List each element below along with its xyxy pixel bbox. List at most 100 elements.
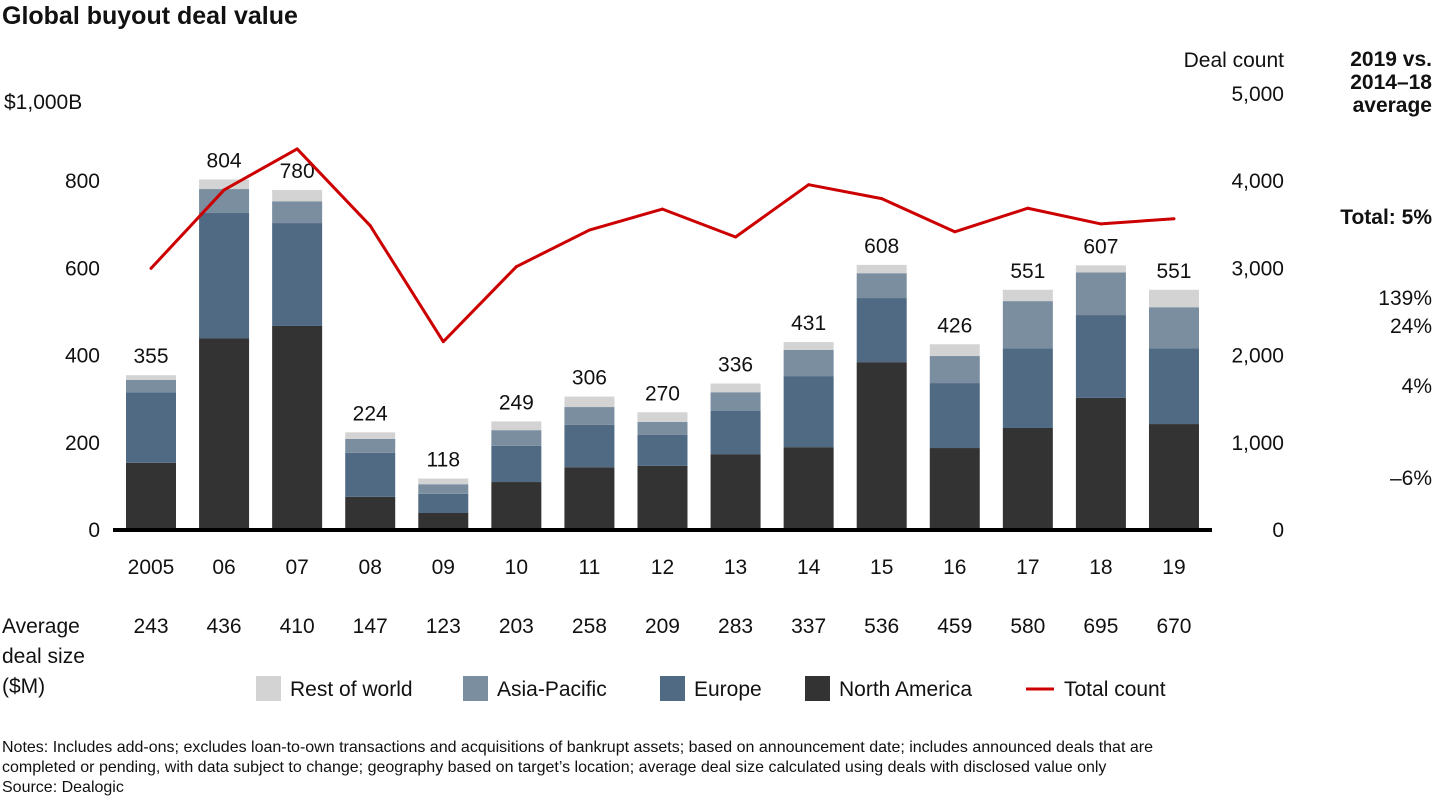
x-tick-label: 2005: [128, 556, 175, 579]
legend-swatch: [660, 676, 685, 701]
bar-segment-asia-pacific: [637, 421, 688, 435]
notes: Notes: Includes add-ons; excludes loan-t…: [2, 738, 1440, 798]
x-tick-label: 18: [1089, 556, 1112, 579]
avg-deal-size-value: 209: [645, 615, 680, 638]
legend-label: North America: [839, 678, 972, 701]
x-tick-label: 09: [432, 556, 455, 579]
bar-segment-asia-pacific: [345, 438, 396, 453]
right-axis-label: Deal count: [1184, 49, 1285, 72]
bar-segment-europe: [199, 213, 250, 339]
bar-segment-asia-pacific: [856, 273, 907, 299]
total-count-point: [441, 340, 445, 344]
x-tick-label: 12: [651, 556, 674, 579]
bar-segment-europe: [856, 298, 907, 363]
bar-total-label: 551: [1156, 260, 1191, 283]
bar-segment-asia-pacific: [710, 392, 761, 411]
bar-segment-asia-pacific: [126, 380, 176, 393]
bar-total-label: 336: [718, 354, 753, 377]
bar-segment-europe: [710, 410, 761, 455]
avg-deal-size-value: 258: [572, 615, 607, 638]
bar-total-label: 426: [937, 314, 972, 337]
x-tick-label: 11: [579, 556, 601, 579]
bar-segment-europe: [929, 383, 980, 449]
bar-segment-europe: [126, 392, 176, 463]
legend-label: Asia-Pacific: [497, 678, 607, 701]
bar-segment-europe: [1148, 348, 1199, 425]
right-axis-tick-label: 1,000: [1231, 432, 1284, 455]
bar-segment-rest-of-world: [637, 412, 688, 422]
comparison-heading-line: 2019 vs.: [1350, 48, 1432, 71]
bar-total-label: 431: [791, 312, 826, 335]
bar-segment-asia-pacific: [564, 407, 615, 425]
avg-deal-size-value: 670: [1156, 615, 1191, 638]
bar-segment-asia-pacific: [783, 349, 834, 377]
comparison-europe: 4%: [1401, 375, 1432, 398]
bar-segment-rest-of-world: [929, 344, 980, 357]
bar-segment-rest-of-world: [856, 264, 907, 274]
bar-segment-rest-of-world: [1148, 289, 1199, 308]
bar-segment-north-america: [637, 465, 688, 530]
comparison-heading: 2019 vs. 2014–18 average: [1350, 48, 1432, 117]
total-count-point: [514, 265, 518, 269]
bar-segment-rest-of-world: [1002, 289, 1053, 302]
bar-segment-north-america: [418, 512, 469, 530]
bar-segment-asia-pacific: [491, 430, 542, 446]
bar-segment-rest-of-world: [126, 375, 176, 381]
x-tick-label: 13: [724, 556, 747, 579]
legend-label: Rest of world: [290, 678, 413, 701]
total-count-point: [222, 188, 226, 192]
x-tick-label: 10: [505, 556, 528, 579]
total-count-point: [1099, 222, 1103, 226]
bar-segment-rest-of-world: [491, 421, 542, 431]
right-axis-tick-label: 2,000: [1231, 345, 1284, 368]
bar-total-label: 249: [499, 391, 534, 414]
bar-segment-asia-pacific: [418, 484, 469, 494]
comparison-total: Total: 5%: [1340, 206, 1432, 229]
avg-deal-size-value: 337: [791, 615, 826, 638]
bar-segment-north-america: [564, 467, 615, 530]
legend-label: Europe: [694, 678, 762, 701]
x-tick-label: 08: [359, 556, 382, 579]
left-axis-tick-label: 200: [65, 432, 100, 455]
bar-total-label: 224: [353, 402, 388, 425]
bar-segment-asia-pacific: [1148, 307, 1199, 349]
right-axis-tick-label: 4,000: [1231, 170, 1284, 193]
left-axis-label: $1,000B: [4, 91, 82, 114]
bar-segment-europe: [491, 445, 542, 483]
bar-segment-rest-of-world: [1075, 265, 1126, 273]
avg-deal-size-value: 695: [1083, 615, 1118, 638]
bar-segment-europe: [637, 434, 688, 466]
bar-segment-europe: [783, 376, 834, 448]
bar-total-label: 355: [133, 345, 168, 368]
bar-segment-north-america: [199, 338, 250, 530]
x-tick-label: 15: [870, 556, 893, 579]
bar-segment-north-america: [710, 454, 761, 530]
right-axis-tick-label: 0: [1272, 519, 1284, 542]
bar-segment-asia-pacific: [929, 356, 980, 384]
chart-title: Global buyout deal value: [2, 2, 298, 30]
bar-segment-north-america: [783, 447, 834, 530]
legend-swatch: [463, 676, 488, 701]
source: Source: Dealogic: [2, 779, 124, 796]
bar-total-label: 607: [1083, 235, 1118, 258]
bar-segment-rest-of-world: [199, 179, 250, 190]
bar-segment-europe: [1002, 348, 1053, 428]
bar-segment-north-america: [491, 482, 542, 530]
comparison-rest-of-world: 139%: [1378, 287, 1432, 310]
total-count-point: [1172, 217, 1176, 221]
bar-total-label: 804: [207, 149, 242, 172]
avg-deal-size-value: 203: [499, 615, 534, 638]
avg-deal-size-value: 123: [426, 615, 461, 638]
bar-segment-asia-pacific: [272, 201, 323, 224]
bar-segment-rest-of-world: [710, 383, 761, 393]
comparison-heading-line: average: [1352, 94, 1432, 117]
left-axis-tick-label: 800: [65, 170, 100, 193]
left-axis-tick-label: 0: [88, 519, 100, 542]
bar-segment-europe: [418, 493, 469, 513]
right-axis-tick-label: 3,000: [1231, 257, 1284, 280]
bar-segment-europe: [345, 452, 396, 497]
notes-line: Notes: Includes add-ons; excludes loan-t…: [2, 739, 1153, 756]
total-count-point: [295, 147, 299, 151]
bar-segment-north-america: [1002, 427, 1053, 530]
x-tick-label: 07: [285, 556, 308, 579]
